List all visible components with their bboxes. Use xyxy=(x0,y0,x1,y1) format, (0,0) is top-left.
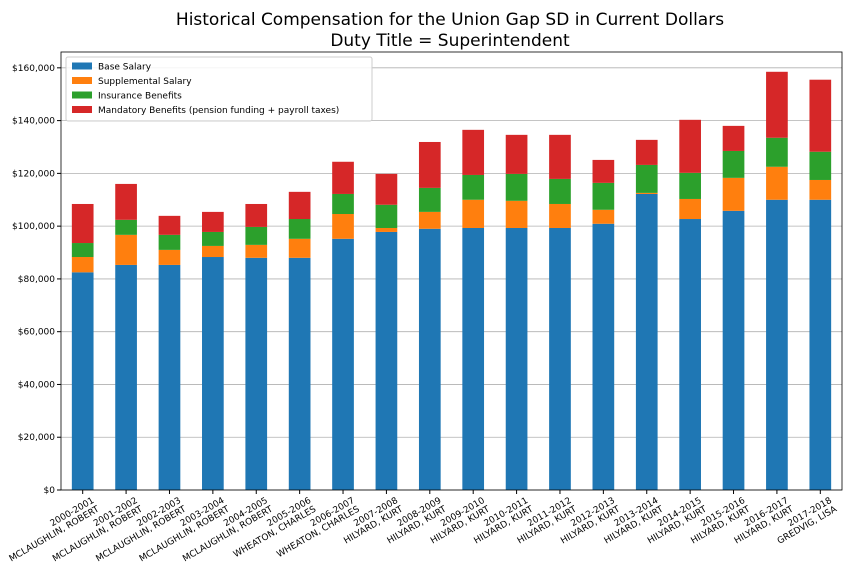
y-tick-label: $60,000 xyxy=(18,328,55,338)
bar-segment xyxy=(115,264,137,490)
bar-segment xyxy=(375,173,398,205)
bar-segment xyxy=(809,151,832,180)
plot-frame xyxy=(60,51,843,491)
bar-segment xyxy=(462,174,485,200)
bar-segment xyxy=(71,257,94,273)
bar-segment xyxy=(505,200,528,228)
y-tick-label: $140,000 xyxy=(12,117,55,127)
bar-segment xyxy=(332,214,354,239)
bar-segment xyxy=(505,173,528,201)
bar-segment xyxy=(245,226,268,245)
legend-label: Base Salary xyxy=(98,63,152,73)
bar-segment xyxy=(375,204,398,228)
bar-segment xyxy=(722,125,745,151)
bar-segment xyxy=(245,257,268,490)
bar-segment xyxy=(679,198,701,220)
legend-swatch xyxy=(72,91,92,99)
bar-segment xyxy=(71,272,94,490)
bar-segment xyxy=(158,249,181,265)
legend-label: Insurance Benefits xyxy=(98,92,182,102)
bar-segment xyxy=(288,219,311,239)
bar-segment xyxy=(592,182,615,210)
bar-segment xyxy=(462,129,485,175)
bar-segment xyxy=(288,257,311,490)
bar-segment xyxy=(635,164,658,193)
bar-segment xyxy=(245,203,268,227)
bar-segment xyxy=(288,238,311,258)
bar-segment xyxy=(462,199,485,228)
legend-swatch xyxy=(72,62,92,70)
bar-segment xyxy=(202,231,224,246)
bar-segment xyxy=(766,71,788,138)
legend-swatch xyxy=(72,106,92,113)
bar-segment xyxy=(115,183,137,220)
bar-segment xyxy=(722,150,745,178)
bar-segment xyxy=(418,228,441,490)
bar-segment xyxy=(202,245,224,258)
bar-segment xyxy=(679,172,701,199)
y-tick-label: $0 xyxy=(44,486,56,496)
bar-segment xyxy=(549,134,571,179)
bar-segment xyxy=(679,219,701,490)
bar-segment xyxy=(71,203,94,244)
bar-segment xyxy=(418,187,441,212)
y-tick-label: $120,000 xyxy=(12,169,55,179)
bar-segment xyxy=(115,219,137,235)
bar-segment xyxy=(635,193,658,490)
bar-segment xyxy=(158,215,181,235)
bar-segment xyxy=(202,211,224,232)
bar-segment xyxy=(418,141,441,188)
bar-segment xyxy=(809,199,832,490)
bar-segment xyxy=(809,79,832,152)
y-tick-label: $100,000 xyxy=(12,222,55,232)
bar-segment xyxy=(245,244,268,258)
bar-segment xyxy=(635,192,658,194)
bar-segment xyxy=(635,139,658,165)
bar-segment xyxy=(418,211,441,229)
bar-segment xyxy=(505,227,528,490)
bar-segment xyxy=(809,179,832,200)
bar-segment xyxy=(679,119,701,173)
bar-segment xyxy=(549,178,571,204)
bar-segment xyxy=(158,234,181,250)
bar-segment xyxy=(592,223,615,490)
bar-segment xyxy=(375,227,398,232)
legend-swatch xyxy=(72,77,92,84)
bar-segment xyxy=(592,209,615,224)
bar-segment xyxy=(722,210,745,491)
bar-segment xyxy=(722,177,745,211)
legend-box xyxy=(65,56,373,122)
chart-subtitle: Duty Title = Superintendent xyxy=(330,31,570,51)
bar-segment xyxy=(549,227,571,490)
bar-segment xyxy=(766,166,788,200)
legend-label: Supplemental Salary xyxy=(98,77,192,87)
bar-segment xyxy=(288,191,311,220)
bar-segment xyxy=(766,137,788,167)
bar-segment xyxy=(375,231,398,490)
bar-segment xyxy=(158,264,181,490)
y-tick-label: $20,000 xyxy=(18,433,55,443)
bar-segment xyxy=(115,234,137,265)
bar-segment xyxy=(462,227,485,490)
y-tick-label: $80,000 xyxy=(18,275,55,285)
bar-segment xyxy=(766,199,788,490)
bar-segment xyxy=(332,238,354,490)
bar-segment xyxy=(202,257,224,490)
bar-segment xyxy=(332,193,354,215)
legend-label: Mandatory Benefits (pension funding + pa… xyxy=(98,106,339,116)
bar-segment xyxy=(71,243,94,258)
bar-segment xyxy=(549,203,571,228)
y-tick-label: $160,000 xyxy=(12,64,55,74)
bar-segment xyxy=(592,159,615,183)
bar-segment xyxy=(505,134,528,174)
bar-segment xyxy=(332,161,354,194)
y-tick-label: $40,000 xyxy=(18,380,55,390)
chart-title: Historical Compensation for the Union Ga… xyxy=(176,10,724,30)
